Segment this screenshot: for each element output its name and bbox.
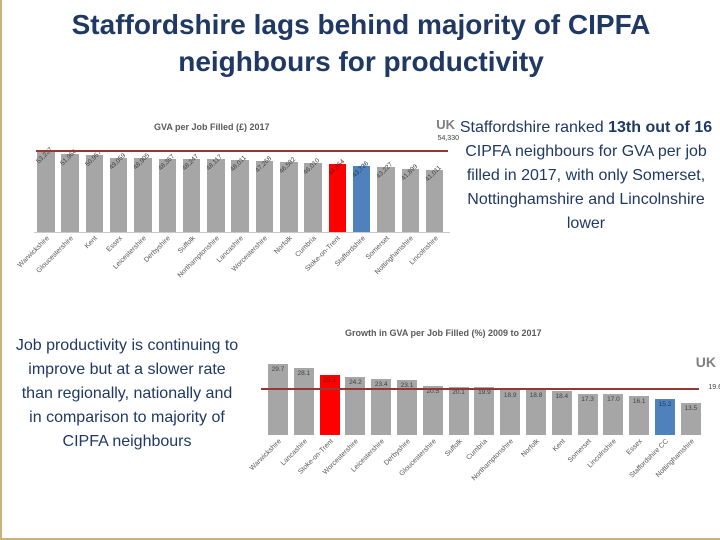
bar-value: 15.2: [658, 400, 672, 408]
bar-value: 23.4: [374, 380, 388, 388]
chart-title: GVA per Job Filled (£) 2017: [154, 122, 270, 132]
bar-cumbria: [474, 387, 495, 435]
bar-northamptonshire: [207, 159, 225, 232]
bar-gloucestershire: [422, 385, 443, 435]
page-title: Staffordshire lags behind majority of CI…: [2, 6, 720, 80]
bar-value: 18.8: [529, 391, 543, 399]
bar-lincolnshire: [425, 170, 444, 232]
bar-somerset: [377, 166, 395, 232]
bar-value: 25.1: [323, 376, 336, 384]
productivity-text-block: Job productivity is continuing to improv…: [15, 337, 239, 450]
bar-cumbria: [304, 162, 322, 232]
bar-staffordshire-cc: [655, 398, 675, 435]
bar-value: 24.2: [349, 378, 362, 386]
bar-worcestershire: [345, 376, 366, 435]
bar-stoke-on-trent: [319, 374, 340, 435]
bar-stoke-on-trent: [328, 164, 347, 232]
bar-derbyshire: [158, 158, 176, 232]
bar-value: 28.1: [297, 369, 311, 377]
bar-value: 29.7: [271, 365, 285, 373]
bar-leicestershire: [134, 158, 152, 232]
bar-value: 20.1: [452, 388, 465, 396]
bar-value: 13.5: [684, 404, 698, 412]
uk-reference-value: 54,330: [437, 135, 459, 142]
bar-kent: [551, 390, 572, 435]
ranking-text-pre: Staffordshire ranked: [459, 119, 609, 136]
page-title-line1: Staffordshire lags behind majority of CI…: [71, 9, 651, 40]
bar-warwickshire: [37, 151, 55, 232]
bar-warwickshire: [268, 363, 288, 435]
bar-value: 20.5: [426, 387, 440, 395]
bar-norfolk: [280, 161, 298, 232]
page-title-line2: neighbours for productivity: [178, 46, 544, 77]
bar-kent: [85, 155, 104, 232]
bar-somerset: [577, 393, 598, 435]
bar-value: 18.9: [503, 391, 517, 399]
bar-value: 16.1: [632, 398, 646, 406]
bar-worcestershire: [255, 160, 274, 232]
bar-essex: [629, 396, 650, 435]
bar-nottinghamshire: [401, 168, 419, 232]
uk-reference-line: [261, 388, 699, 390]
uk-reference-value: 19.6: [708, 384, 720, 391]
ranking-text-block: Staffordshire ranked 13th out of 16 CIPF…: [450, 116, 720, 236]
bar-lincolnshire: [603, 394, 624, 435]
bar-essex: [109, 157, 128, 232]
uk-reference-label: UK: [695, 354, 716, 370]
uk-reference-line: [36, 150, 448, 152]
x-axis-line: [34, 232, 450, 233]
bar-value: 23.1: [400, 381, 414, 389]
gva-growth-chart: Growth in GVA per Job Filled (%) 2009 to…: [249, 323, 720, 538]
uk-reference-label: UK: [436, 117, 455, 132]
bar-norfolk: [526, 389, 546, 435]
bar-nottinghamshire: [680, 402, 701, 435]
bar-lancashire: [293, 367, 314, 435]
gva-per-job-chart: GVA per Job Filled (£) 2017 UK 54,330 53…: [17, 113, 467, 318]
bar-value: 18.4: [555, 392, 569, 400]
bar-leicestershire: [371, 378, 392, 435]
bar-staffordshire: [352, 165, 371, 232]
chart-title: Growth in GVA per Job Filled (%) 2009 to…: [345, 328, 542, 338]
bar-lancashire: [231, 159, 249, 232]
bar-suffolk: [448, 386, 469, 435]
bar-value: 17.0: [607, 396, 620, 404]
ranking-text-bold: 13th out of 16: [608, 119, 713, 136]
bar-value: 17.3: [581, 395, 594, 403]
bar-northamptonshire: [500, 389, 521, 435]
bar-value: 19.9: [478, 389, 491, 397]
ranking-text-post: CIPFA neighbours for GVA per job filled …: [465, 143, 707, 232]
bar-suffolk: [182, 159, 201, 232]
bar-gloucestershire: [61, 153, 79, 232]
bar-derbyshire: [397, 379, 417, 435]
